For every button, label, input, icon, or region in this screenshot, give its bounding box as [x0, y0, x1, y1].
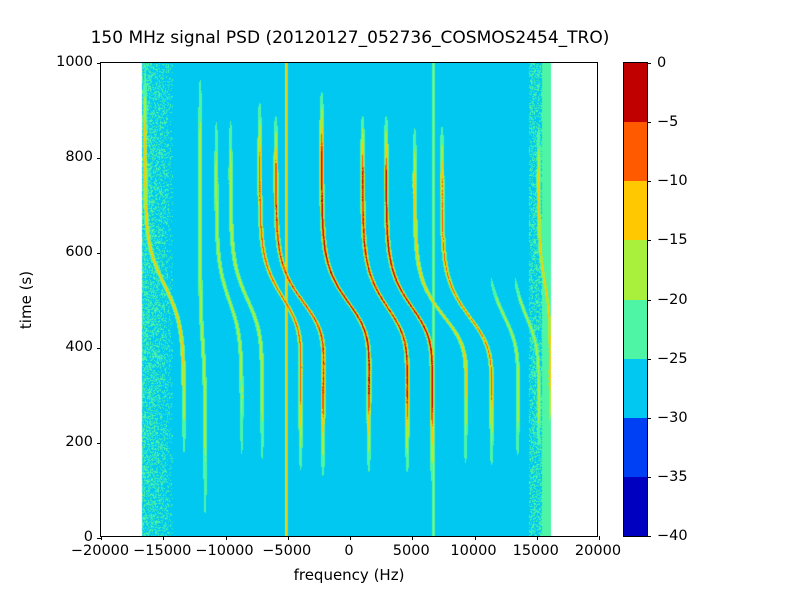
y-tick-label: 800	[65, 149, 93, 165]
x-tick-label: 0	[344, 543, 354, 559]
colorbar-tick-label: −30	[657, 409, 688, 426]
x-tick-mark	[599, 536, 600, 540]
y-tick-label: 0	[83, 529, 93, 545]
colorbar-band	[624, 299, 647, 359]
x-tick-mark	[474, 536, 476, 540]
colorbar-band	[624, 63, 647, 123]
chart-title: 150 MHz signal PSD (20120127_052736_COSM…	[90, 28, 610, 48]
colorbar-tick-mark	[647, 299, 651, 301]
colorbar-tick-label: −25	[657, 350, 688, 367]
x-tick-label: 5000	[392, 543, 430, 559]
x-tick-label: 15000	[512, 543, 559, 559]
colorbar-tick-label: −5	[657, 114, 679, 131]
colorbar-tick-label: −35	[657, 468, 688, 485]
colorbar-tick-mark	[647, 358, 651, 360]
x-tick-mark	[536, 536, 538, 540]
colorbar-tick-mark	[647, 122, 651, 124]
y-tick-mark	[97, 63, 101, 64]
colorbar-band	[624, 122, 647, 182]
x-tick-label: −10000	[195, 543, 254, 559]
y-tick-mark	[97, 158, 101, 159]
plot-axes	[97, 62, 600, 540]
colorbar-band	[624, 476, 647, 536]
y-tick-label: 600	[65, 244, 93, 260]
colorbar-tick-label: −20	[657, 291, 688, 308]
colorbar-tick-mark	[647, 417, 651, 419]
y-tick-label: 1000	[56, 54, 93, 70]
y-tick-mark	[97, 443, 101, 444]
colorbar	[623, 62, 651, 537]
x-tick-mark	[412, 536, 414, 540]
colorbar-tick-mark	[647, 240, 651, 242]
x-tick-mark	[101, 536, 102, 540]
colorbar-tick-label: −40	[657, 528, 688, 544]
x-axis-label: frequency (Hz)	[293, 566, 405, 584]
x-tick-mark	[225, 536, 227, 540]
colorbar-tick-label: −10	[657, 173, 688, 190]
x-tick-mark	[287, 536, 289, 540]
y-tick-label: 200	[65, 434, 93, 450]
x-tick-label: 10000	[450, 543, 497, 559]
y-tick-mark	[97, 348, 101, 349]
x-tick-label: 20000	[574, 543, 622, 559]
colorbar-tick-mark	[647, 63, 651, 64]
colorbar-tick-label: −15	[657, 232, 688, 249]
colorbar-band	[624, 181, 647, 241]
y-tick-mark	[97, 538, 101, 539]
spectrogram-image	[101, 63, 597, 536]
x-tick-label: −20000	[70, 543, 130, 559]
x-tick-label: −15000	[133, 543, 192, 559]
colorbar-tick-mark	[647, 536, 651, 537]
y-tick-label: 400	[65, 339, 93, 355]
y-tick-mark	[97, 253, 101, 254]
colorbar-tick-mark	[647, 476, 651, 478]
colorbar-band	[624, 358, 647, 418]
x-tick-mark	[350, 536, 351, 540]
x-tick-label: −5000	[262, 543, 312, 559]
x-tick-mark	[163, 536, 165, 540]
colorbar-tick-mark	[647, 181, 651, 183]
colorbar-band	[624, 240, 647, 300]
colorbar-tick-label: 0	[657, 55, 667, 71]
y-axis-label: time (s)	[17, 270, 35, 330]
colorbar-band	[624, 417, 647, 477]
